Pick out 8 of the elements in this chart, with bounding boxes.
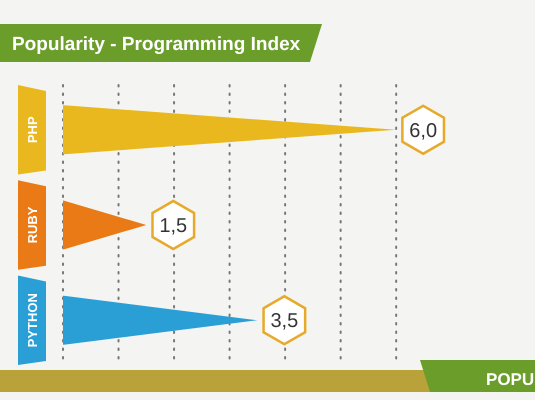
y-tick-label: PHP [25, 116, 40, 144]
y-tick-label: RUBY [25, 206, 40, 244]
data-label: 3,5 [270, 310, 298, 332]
data-label: 1,5 [159, 215, 188, 237]
chart-title: Popularity - Programming Index [12, 34, 301, 55]
data-label: 6,0 [409, 120, 438, 142]
text: POPU [486, 370, 534, 389]
y-tick-label: PYTHON [25, 293, 40, 348]
